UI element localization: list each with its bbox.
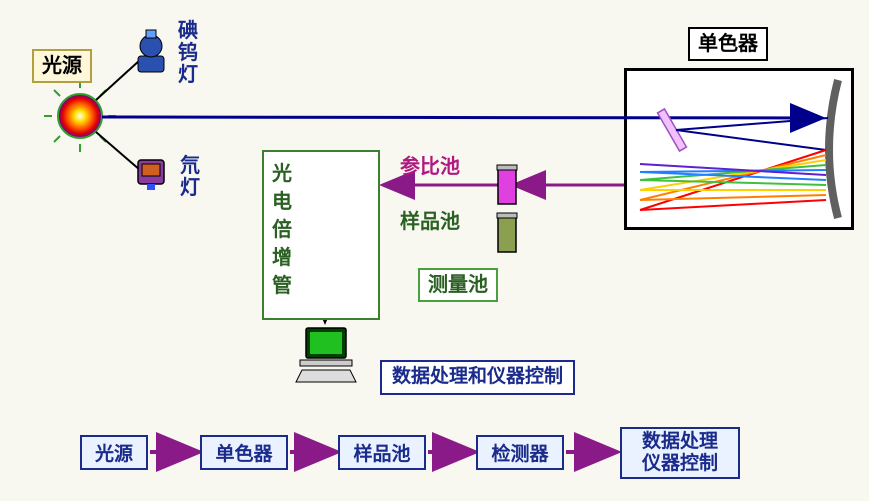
flow-step-1: 光源 [80, 435, 148, 470]
tungsten-lamp-label: 碘 钨 灯 [178, 20, 198, 86]
monochromator-frame [624, 68, 854, 230]
monochromator-label: 单色器 [688, 27, 768, 61]
deuterium-lamp-label: 氘 灯 [180, 155, 200, 199]
pmt-box: 光 电 倍 增 管 [262, 150, 380, 320]
flow-step-2: 单色器 [200, 435, 288, 470]
tungsten-lamp-icon [138, 30, 164, 72]
light-source-icon [44, 80, 116, 152]
measurement-cell-box: 测量池 [418, 268, 498, 302]
sample-cell-label: 样品池 [400, 205, 460, 234]
reference-cuvette-icon [497, 165, 517, 204]
flow-step-4: 检测器 [476, 435, 564, 470]
flow-step-5: 数据处理 仪器控制 [620, 427, 740, 479]
light-source-text: 光源 [42, 55, 82, 77]
sample-cuvette-icon [497, 213, 517, 252]
reference-cell-label: 参比池 [400, 150, 460, 179]
deuterium-lamp-icon [138, 160, 164, 190]
light-source-label: 光源 [32, 49, 92, 83]
flow-step-3: 样品池 [338, 435, 426, 470]
computer-icon [296, 328, 356, 382]
pmt-label: 光 电 倍 增 管 [272, 160, 292, 300]
data-processing-box: 数据处理和仪器控制 [380, 360, 575, 395]
